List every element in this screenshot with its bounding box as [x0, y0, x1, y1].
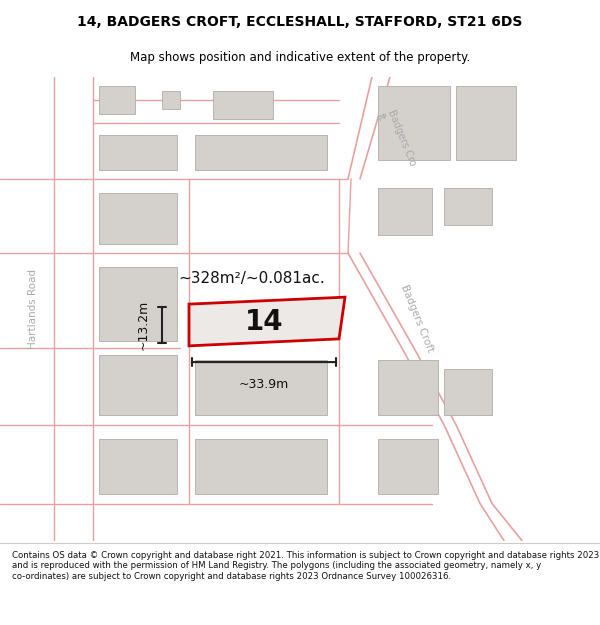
Bar	[213, 91, 273, 119]
Polygon shape	[189, 297, 345, 346]
Text: ~13.2m: ~13.2m	[137, 300, 150, 350]
Bar	[99, 439, 177, 494]
Bar	[99, 135, 177, 169]
Bar	[444, 188, 492, 225]
Bar	[378, 188, 432, 234]
Bar	[378, 360, 438, 416]
Text: Contains OS data © Crown copyright and database right 2021. This information is : Contains OS data © Crown copyright and d…	[12, 551, 599, 581]
Bar	[378, 439, 438, 494]
Bar	[195, 439, 327, 494]
Bar	[99, 267, 177, 341]
Bar	[456, 86, 516, 161]
Bar	[444, 369, 492, 416]
Bar	[162, 91, 180, 109]
Bar	[195, 135, 327, 169]
Text: Hartlands Road: Hartlands Road	[28, 269, 38, 349]
Text: Badgers Croft: Badgers Croft	[399, 283, 435, 353]
Text: 14: 14	[245, 308, 283, 336]
Text: Badgers Cro
ft: Badgers Cro ft	[375, 107, 418, 171]
Bar	[378, 86, 450, 161]
Text: 14, BADGERS CROFT, ECCLESHALL, STAFFORD, ST21 6DS: 14, BADGERS CROFT, ECCLESHALL, STAFFORD,…	[77, 14, 523, 29]
Text: Map shows position and indicative extent of the property.: Map shows position and indicative extent…	[130, 51, 470, 64]
Bar	[195, 360, 327, 416]
Bar	[99, 355, 177, 416]
Text: ~33.9m: ~33.9m	[239, 378, 289, 391]
Bar	[99, 192, 177, 244]
Text: ~328m²/~0.081ac.: ~328m²/~0.081ac.	[179, 271, 325, 286]
Bar	[99, 86, 135, 114]
